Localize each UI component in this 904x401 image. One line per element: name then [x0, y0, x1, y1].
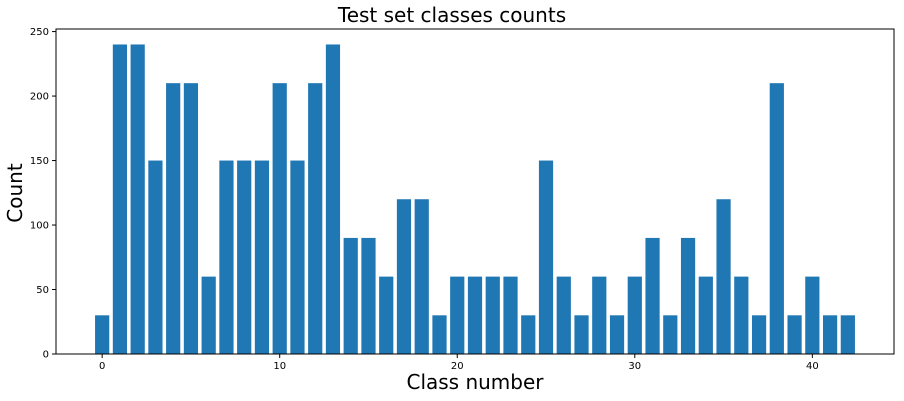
y-tick-label: 0 — [43, 350, 49, 361]
bar-class-0 — [95, 315, 110, 354]
x-tick-label: 10 — [273, 361, 286, 372]
bar-class-18 — [414, 199, 429, 354]
y-tick-label: 100 — [30, 221, 49, 232]
bar-class-38 — [769, 83, 784, 355]
x-tick-label: 40 — [806, 361, 819, 372]
bar-class-30 — [627, 276, 642, 354]
bar-class-34 — [698, 276, 713, 354]
y-tick-label: 250 — [30, 27, 49, 38]
bar-class-6 — [201, 276, 216, 354]
y-axis-label: Count — [3, 163, 27, 223]
bars-group — [95, 44, 855, 355]
bar-class-8 — [237, 160, 252, 354]
bar-class-39 — [787, 315, 802, 354]
bar-class-37 — [751, 315, 767, 354]
bar-class-33 — [680, 237, 696, 354]
chart-title: Test set classes counts — [337, 3, 567, 27]
bar-class-25 — [538, 160, 554, 354]
bar-class-32 — [663, 315, 678, 354]
bar-class-20 — [450, 276, 465, 354]
y-tick-label: 150 — [30, 156, 49, 167]
bar-class-3 — [148, 160, 163, 354]
y-axis-ticks: 0 50 100 150 200 250 — [30, 27, 56, 361]
bar-class-13 — [325, 44, 341, 354]
bar-class-11 — [290, 160, 305, 354]
bar-class-7 — [219, 160, 234, 354]
bar-class-5 — [183, 83, 199, 355]
bar-class-15 — [361, 237, 376, 354]
bar-class-40 — [805, 276, 820, 354]
x-axis-label: Class number — [406, 370, 544, 394]
bar-class-23 — [503, 276, 518, 354]
bar-class-19 — [432, 315, 447, 354]
bar-class-26 — [556, 276, 571, 354]
bar-class-21 — [467, 276, 483, 354]
x-tick-label: 30 — [628, 361, 641, 372]
bar-class-35 — [716, 199, 731, 354]
bar-class-22 — [485, 276, 500, 354]
bar-class-16 — [379, 276, 394, 354]
bar-class-1 — [112, 44, 128, 354]
bar-class-14 — [343, 237, 358, 354]
bar-class-24 — [521, 315, 536, 354]
bar-class-29 — [609, 315, 625, 354]
bar-class-27 — [574, 315, 589, 354]
bar-class-4 — [166, 83, 181, 355]
bar-class-42 — [840, 315, 855, 354]
bar-class-12 — [308, 83, 323, 355]
bar-class-10 — [272, 83, 287, 355]
y-tick-label: 200 — [30, 92, 49, 103]
bar-class-9 — [254, 160, 270, 354]
x-tick-label: 0 — [99, 361, 105, 372]
axes-frame — [55, 28, 895, 355]
bar-class-31 — [645, 237, 660, 354]
x-tick-label: 20 — [451, 361, 464, 372]
bar-class-28 — [592, 276, 607, 354]
bar-class-36 — [734, 276, 749, 354]
bar-class-17 — [396, 199, 412, 354]
bar-class-2 — [130, 44, 145, 354]
x-axis-ticks: 0 10 20 30 40 — [99, 354, 819, 372]
bar-class-41 — [822, 315, 838, 354]
y-tick-label: 50 — [36, 285, 49, 296]
